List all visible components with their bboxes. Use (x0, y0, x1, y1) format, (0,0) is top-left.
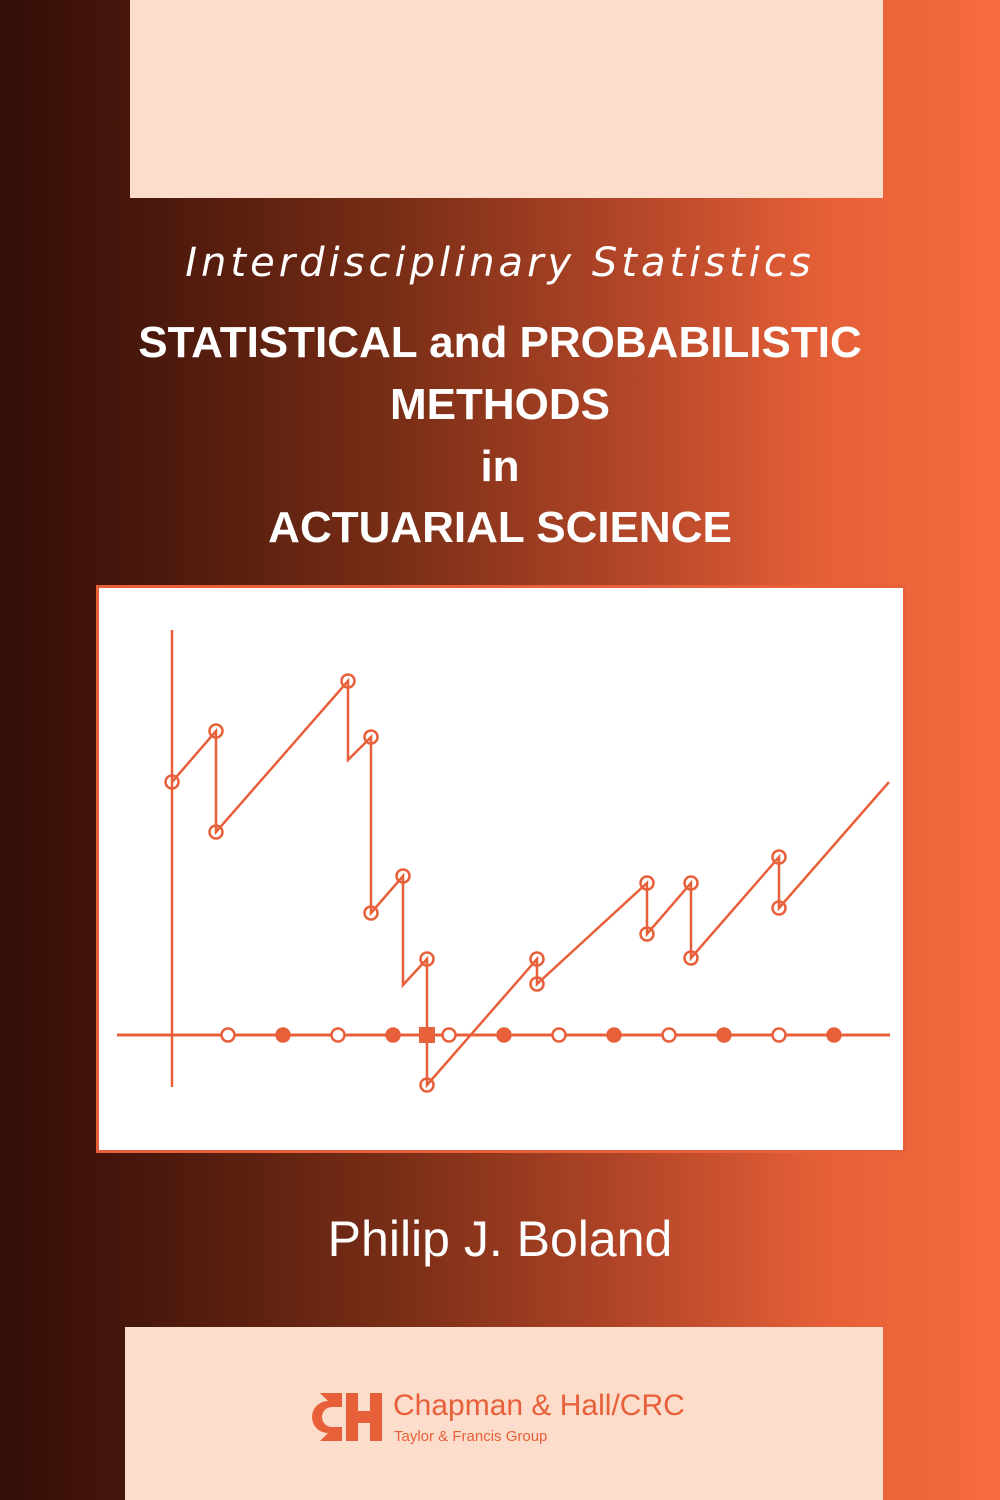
title-line-1: STATISTICAL and PROBABILISTIC (138, 318, 862, 367)
open-point (363, 905, 379, 921)
open-marker (771, 1027, 787, 1043)
title-line-3: in (480, 442, 520, 491)
filled-marker (606, 1027, 622, 1043)
author: Philip J. Boland (327, 1211, 673, 1267)
open-marker (220, 1027, 236, 1043)
open-point (529, 976, 545, 992)
publisher-group: Taylor & Francis Group (394, 1428, 548, 1445)
open-point (208, 824, 224, 840)
open-point (419, 951, 435, 967)
title-line-4: ACTUARIAL SCIENCE (268, 503, 732, 552)
open-point (208, 723, 224, 739)
open-point (639, 875, 655, 891)
title-line-2: METHODS (390, 380, 610, 429)
open-point (340, 673, 356, 689)
filled-marker (826, 1027, 842, 1043)
series-name: Interdisciplinary Statistics (185, 240, 815, 286)
open-marker (661, 1027, 677, 1043)
bottom-panel (125, 1327, 883, 1500)
surplus-path (171, 677, 890, 1089)
open-point (639, 926, 655, 942)
filled-marker (385, 1027, 401, 1043)
ruin-marker (419, 1027, 435, 1043)
filled-marker (716, 1027, 732, 1043)
open-point (771, 900, 787, 916)
publisher-logo (312, 1393, 382, 1441)
open-point (363, 729, 379, 745)
open-marker (441, 1027, 457, 1043)
open-point (683, 950, 699, 966)
open-point (683, 875, 699, 891)
top-panel (130, 0, 883, 198)
open-marker (551, 1027, 567, 1043)
open-point (771, 849, 787, 865)
open-marker (330, 1027, 346, 1043)
open-point (419, 1077, 435, 1093)
cover-illustration (96, 585, 906, 1153)
publisher-name: Chapman & Hall/CRC (393, 1389, 685, 1422)
filled-marker (496, 1027, 512, 1043)
filled-marker (275, 1027, 291, 1043)
open-point (395, 868, 411, 884)
open-point (529, 951, 545, 967)
open-point (164, 774, 180, 790)
